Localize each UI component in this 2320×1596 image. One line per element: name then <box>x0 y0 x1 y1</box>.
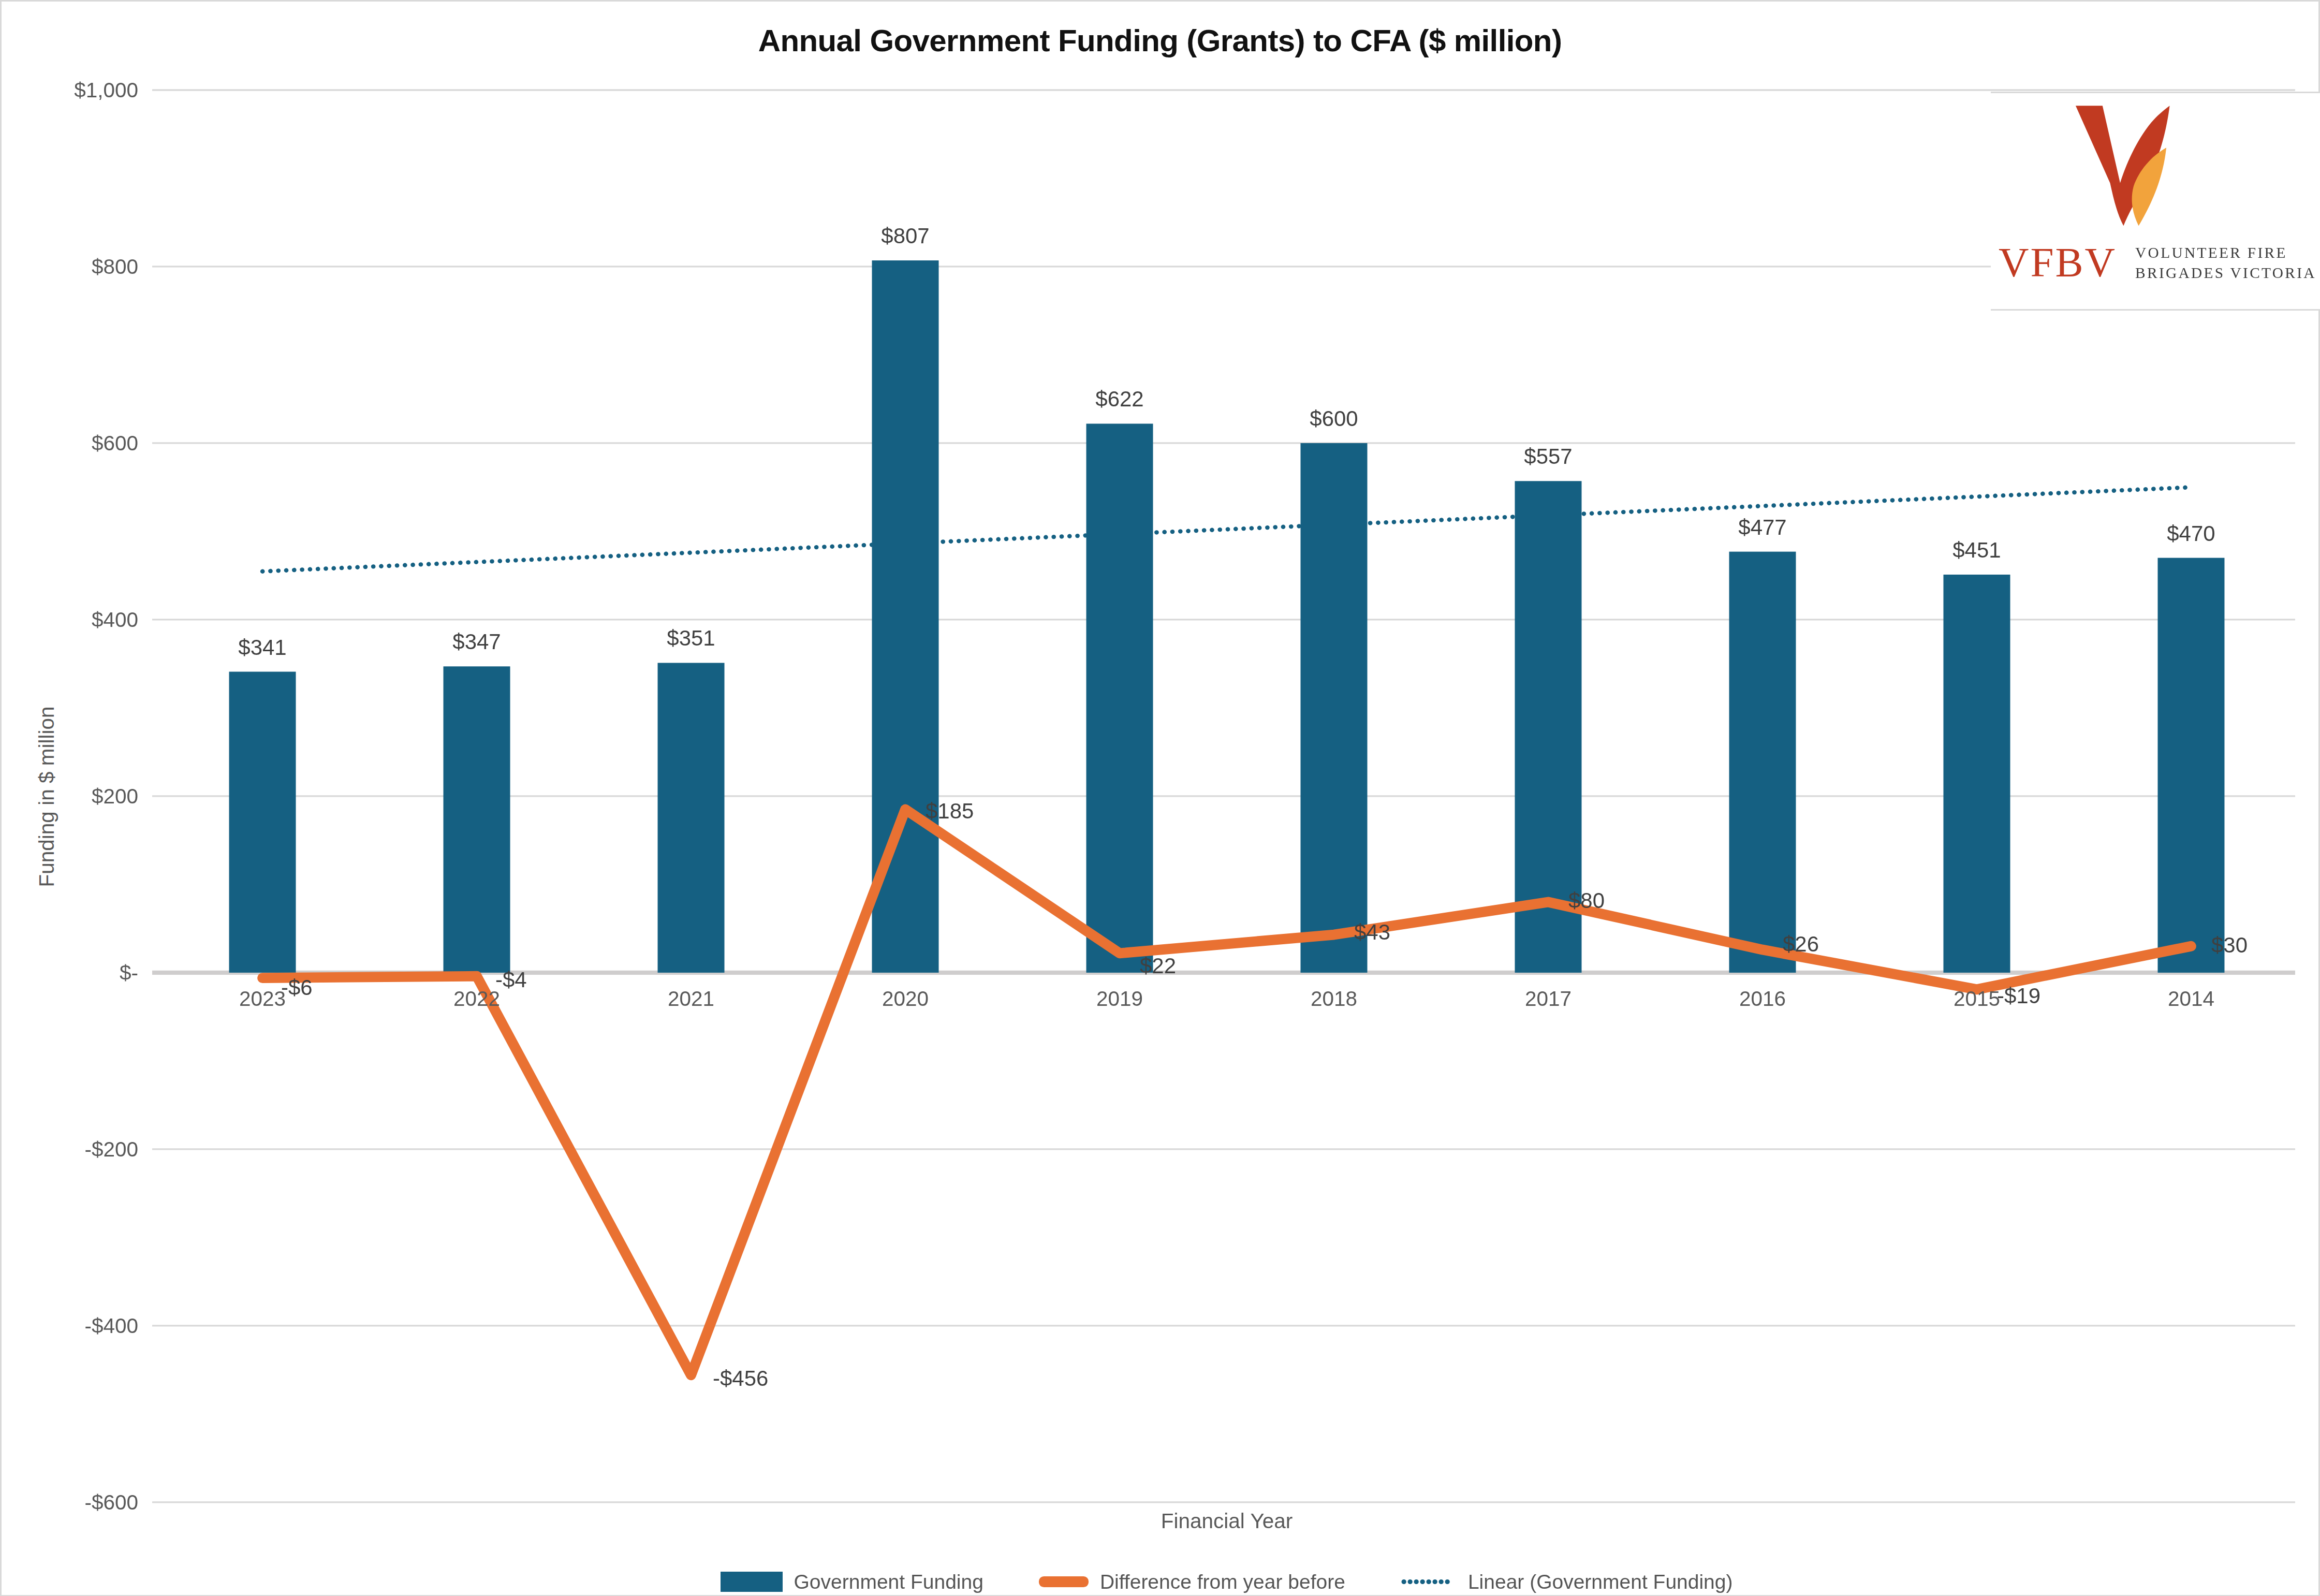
y-tick-label: $800 <box>92 255 138 279</box>
line-value-label: -$4 <box>495 968 527 992</box>
vfbv-abbr-text: VFBV <box>1999 242 2117 284</box>
x-tick-label: 2017 <box>1525 987 1572 1011</box>
bar-value-label: $451 <box>1952 538 2001 562</box>
bar-government-funding <box>1086 423 1153 972</box>
line-value-label: -$19 <box>1997 984 2040 1008</box>
legend-item-difference: Difference from year before <box>1039 1570 1345 1593</box>
y-tick-label: $200 <box>92 784 138 808</box>
chart-canvas: Annual Government Funding (Grants) to CF… <box>0 0 2320 1596</box>
bar-value-label: $557 <box>1524 444 1572 468</box>
legend-label: Linear (Government Funding) <box>1468 1570 1733 1593</box>
bar-value-label: $347 <box>452 629 501 654</box>
bar-value-label: $351 <box>667 626 715 650</box>
bar-value-label: $622 <box>1095 387 1143 411</box>
y-tick-label: $1,000 <box>74 78 138 102</box>
bar-government-funding <box>658 663 725 972</box>
legend-dotted-swatch-icon <box>1401 1578 1457 1586</box>
line-value-label: $43 <box>1354 920 1390 944</box>
bar-value-label: $470 <box>2167 521 2215 546</box>
y-tick-label: -$200 <box>84 1137 138 1161</box>
y-tick-label: -$600 <box>84 1490 138 1514</box>
x-tick-label: 2018 <box>1311 987 1357 1011</box>
line-value-label: $22 <box>1140 954 1176 978</box>
difference-line <box>262 809 2191 1375</box>
legend-bar-swatch-icon <box>721 1572 783 1592</box>
x-tick-label: 2021 <box>668 987 714 1011</box>
line-value-label: $30 <box>2211 933 2248 957</box>
line-value-label: $80 <box>1568 888 1605 913</box>
x-tick-label: 2020 <box>882 987 929 1011</box>
bar-value-label: $807 <box>881 224 929 248</box>
legend-label: Government Funding <box>794 1570 983 1593</box>
x-tick-label: 2019 <box>1096 987 1143 1011</box>
logo-org-line1: VOLUNTEER FIRE <box>2135 243 2287 260</box>
bar-government-funding <box>1300 443 1367 973</box>
legend-item-government-funding: Government Funding <box>721 1570 983 1593</box>
logo-org-name: VOLUNTEER FIRE BRIGADES VICTORIA <box>2135 243 2316 283</box>
y-tick-label: $400 <box>92 608 138 632</box>
y-tick-label: $- <box>120 961 138 985</box>
x-tick-label: 2023 <box>239 987 286 1011</box>
y-tick-label: $600 <box>92 431 138 455</box>
bar-government-funding <box>229 672 296 973</box>
chart-plot-area: $1,000 $800 $600 $400 $200 $- -$200 -$400 -$600 $… <box>2 2 2320 1596</box>
x-tick-label: 2014 <box>2168 987 2214 1011</box>
line-value-label: -$6 <box>281 975 313 1000</box>
bar-government-funding <box>1729 552 1796 973</box>
bar-government-funding <box>1943 575 2010 973</box>
bar-value-label: $600 <box>1310 406 1358 431</box>
vfbv-flame-icon <box>2073 104 2176 228</box>
vfbv-logo: VFBV VOLUNTEER FIRE BRIGADES VICTORIA <box>1991 92 2320 311</box>
line-value-label: $185 <box>926 799 974 823</box>
x-tick-label: 2022 <box>453 987 500 1011</box>
y-tick-label: -$400 <box>84 1314 138 1338</box>
line-value-label: $26 <box>1783 932 1819 956</box>
x-tick-label: 2016 <box>1739 987 1786 1011</box>
legend-item-linear-trend: Linear (Government Funding) <box>1401 1570 1733 1593</box>
legend-line-swatch-icon <box>1039 1577 1089 1587</box>
chart-legend: Government Funding Difference from year … <box>155 1570 2298 1593</box>
legend-label: Difference from year before <box>1100 1570 1345 1593</box>
line-value-label: -$456 <box>713 1366 768 1390</box>
bar-value-label: $341 <box>238 635 286 660</box>
logo-org-line2: BRIGADES VICTORIA <box>2135 263 2316 281</box>
trendline-linear-government-funding <box>262 487 2191 571</box>
bar-government-funding <box>2157 558 2224 973</box>
bar-value-label: $477 <box>1738 515 1786 539</box>
x-axis-title: Financial Year <box>155 1510 2298 1533</box>
y-axis-title: Funding in $ million <box>35 707 58 887</box>
x-tick-label: 2015 <box>1954 987 2000 1011</box>
bar-government-funding <box>444 666 510 973</box>
